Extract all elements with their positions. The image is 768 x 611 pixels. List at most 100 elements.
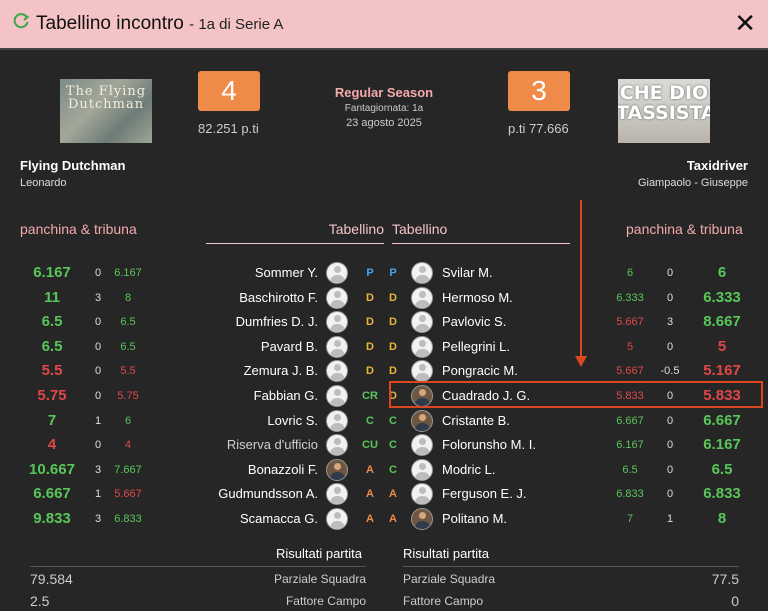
home-player-avatar[interactable] <box>326 409 348 432</box>
table-row: 4 0 4 Riserva d'ufficio CU C Folorunsho M. I. 6… <box>0 433 768 457</box>
annotation-highlight-box <box>389 381 763 408</box>
away-player-avatar[interactable] <box>411 458 433 481</box>
bench-title-right: panchina & tribuna <box>626 221 743 237</box>
home-player-avatar[interactable] <box>326 458 348 481</box>
home-player-role: D <box>366 291 374 304</box>
away-player-bonus: 1 <box>666 513 674 525</box>
results-label: Parziale Squadra <box>273 572 366 586</box>
results-value: 79.584 <box>30 571 73 587</box>
away-player-vote: 6.167 <box>616 439 644 452</box>
bench-title-left: panchina & tribuna <box>20 221 137 237</box>
results-label: Fattore Campo <box>403 594 484 608</box>
home-player-total: 6.5 <box>41 313 63 331</box>
home-player-name[interactable]: Sommer Y. <box>254 265 318 280</box>
home-player-name[interactable]: Bonazzoli F. <box>247 461 318 477</box>
home-player-name[interactable]: Lovric S. <box>267 412 318 428</box>
home-player-total: 6.167 <box>33 264 71 281</box>
home-player-role: D <box>366 340 374 353</box>
matchday-label: Fantagiornata: 1a <box>344 103 424 114</box>
away-player-total: 6.167 <box>703 436 741 454</box>
away-player-name[interactable]: Folorunsho M. I. <box>442 437 536 453</box>
home-player-vote: 6.167 <box>114 267 142 279</box>
home-player-name[interactable]: Baschirotto F. <box>239 289 318 305</box>
away-player-total: 8.667 <box>703 313 741 331</box>
away-player-total: 8 <box>717 510 727 527</box>
away-player-avatar[interactable] <box>411 508 433 530</box>
away-player-avatar[interactable] <box>411 262 433 284</box>
home-player-name[interactable]: Gudmundsson A. <box>218 486 318 502</box>
home-player-avatar[interactable] <box>326 385 348 407</box>
away-player-avatar[interactable] <box>411 311 433 334</box>
home-player-role: D <box>366 365 374 378</box>
away-player-avatar[interactable] <box>411 360 433 383</box>
away-player-name[interactable]: Hermoso M. <box>442 289 513 305</box>
home-player-name[interactable]: Dumfries D. J. <box>235 314 318 330</box>
home-player-name[interactable]: Pavard B. <box>260 338 318 354</box>
away-team-name[interactable]: Taxidriver <box>686 158 748 173</box>
away-player-total: 5.833 <box>703 387 741 404</box>
home-player-bonus: 3 <box>94 513 102 525</box>
home-player-name[interactable]: Fabbian G. <box>253 388 318 403</box>
close-icon[interactable]: ✕ <box>734 8 756 38</box>
tab-tabellino-away[interactable]: Tabellino <box>392 221 570 244</box>
away-player-bonus: 0 <box>666 340 674 353</box>
away-player-avatar[interactable] <box>411 483 433 506</box>
home-player-name[interactable]: Scamacca G. <box>239 511 318 526</box>
table-row: 5.75 0 5.75 Fabbian G. CR D Cuadrado J. G. 5.83… <box>0 384 768 408</box>
away-player-role: D <box>389 365 397 378</box>
away-player-name[interactable]: Cuadrado J. G. <box>442 388 531 403</box>
home-player-avatar[interactable] <box>326 335 348 358</box>
results-label: Parziale Squadra <box>403 572 496 586</box>
home-player-role: P <box>366 267 374 279</box>
away-player-avatar[interactable] <box>411 335 433 358</box>
home-player-avatar[interactable] <box>326 483 348 506</box>
table-row: 11 3 8 Baschirotto F. D D Hermoso M. 6.333 0 6.33… <box>0 286 768 310</box>
home-player-avatar[interactable] <box>326 508 348 530</box>
away-player-role: C <box>389 439 397 452</box>
home-player-avatar[interactable] <box>326 286 348 309</box>
away-player-name[interactable]: Modric L. <box>442 461 496 477</box>
away-player-name[interactable]: Pongracic M. <box>442 363 518 379</box>
home-team-name[interactable]: Flying Dutchman <box>20 158 126 173</box>
away-player-role: C <box>389 414 397 427</box>
away-player-total: 5 <box>717 337 727 355</box>
away-player-avatar[interactable] <box>411 286 433 309</box>
away-player-bonus: 0 <box>666 414 674 427</box>
home-player-bonus: 0 <box>94 365 102 378</box>
away-player-name[interactable]: Politano M. <box>442 511 508 526</box>
home-player-role: D <box>366 316 374 329</box>
home-player-role: CU <box>362 439 378 452</box>
home-player-avatar[interactable] <box>326 434 348 457</box>
table-row: 7 1 6 Lovric S. C C Cristante B. 6.667 0 6.667 <box>0 409 768 433</box>
table-row: 10.667 3 7.667 Bonazzoli F. A C Modric L. 6.5 0 6… <box>0 458 768 482</box>
away-player-name[interactable]: Cristante B. <box>442 412 510 428</box>
home-player-avatar[interactable] <box>326 311 348 334</box>
home-player-vote: 5.5 <box>120 365 136 378</box>
away-player-total: 5.167 <box>703 362 741 380</box>
table-row: 6.5 0 6.5 Dumfries D. J. D D Pavlovic S. 5.667 3… <box>0 310 768 334</box>
home-player-vote: 8 <box>124 291 132 304</box>
away-player-name[interactable]: Pavlovic S. <box>442 314 507 330</box>
away-player-vote: 5.667 <box>616 316 644 329</box>
home-logo-text: The Flying Dutchman <box>65 84 147 112</box>
away-player-avatar[interactable] <box>411 409 433 432</box>
home-player-name[interactable]: Zemura J. B. <box>243 363 318 379</box>
dialog-header: Tabellino incontro - 1a di Serie A ✕ <box>0 0 768 50</box>
away-player-name[interactable]: Pellegrini L. <box>442 338 510 354</box>
away-player-name[interactable]: Ferguson E. J. <box>442 486 527 502</box>
away-player-bonus: 0 <box>666 291 674 304</box>
tab-tabellino-home[interactable]: Tabellino <box>206 221 384 244</box>
away-player-bonus: 0 <box>666 488 674 501</box>
home-player-vote: 6 <box>124 414 132 427</box>
away-player-bonus: 0 <box>666 439 674 452</box>
home-player-avatar[interactable] <box>326 360 348 383</box>
home-player-total: 4 <box>47 436 57 454</box>
home-player-role: A <box>366 463 374 476</box>
away-player-name[interactable]: Svilar M. <box>442 265 493 280</box>
away-player-avatar[interactable] <box>411 434 433 457</box>
away-player-bonus: 0 <box>666 463 674 476</box>
home-player-avatar[interactable] <box>326 262 348 284</box>
home-player-name[interactable]: Riserva d'ufficio <box>226 437 318 453</box>
refresh-icon[interactable] <box>12 12 30 30</box>
results-row-right: Parziale Squadra 77.5 <box>403 569 739 589</box>
